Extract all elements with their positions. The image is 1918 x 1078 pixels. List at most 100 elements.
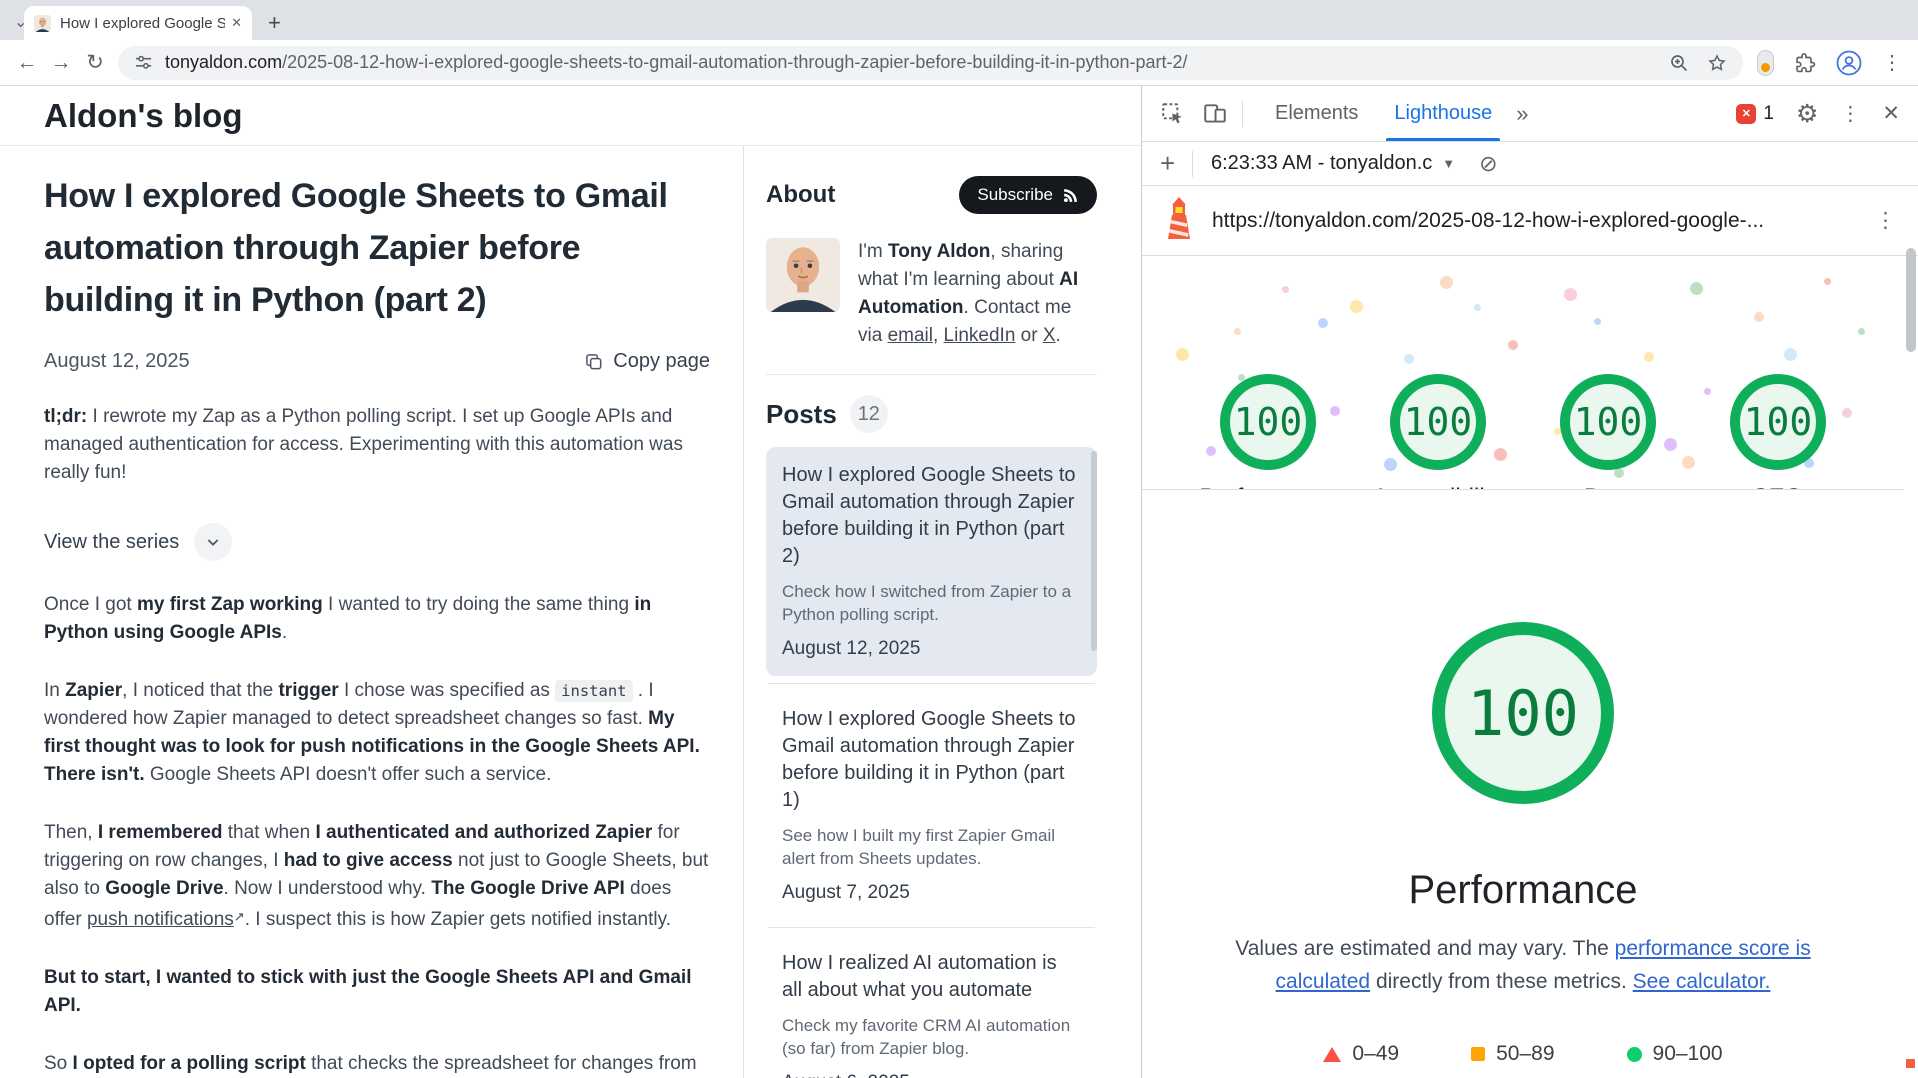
copy-page-button[interactable]: Copy page [584,350,710,373]
tab-close-icon[interactable]: ✕ [231,15,242,30]
browser-menu-icon[interactable]: ⋮ [1882,52,1902,74]
text-link[interactable]: performance score is calculated [1275,937,1811,993]
back-icon[interactable]: ← [16,50,38,74]
reload-icon[interactable]: ↻ [86,51,104,74]
inspect-element-icon[interactable] [1160,101,1186,127]
article-paragraph: So I opted for a polling script that che… [44,1053,697,1074]
devtools-panel: Elements Lighthouse » ✕ 1 ⚙ ⋮ ✕ + 6:23:3… [1141,86,1918,1078]
post-description: See how I built my first Zapier Gmail al… [782,826,1056,868]
more-tabs-icon[interactable]: » [1516,100,1529,126]
category-score: 100 [1390,374,1486,470]
confetti-dot [1350,300,1363,313]
category-score: 100 [1560,374,1656,470]
text-link[interactable]: email [887,325,933,346]
confetti-dot [1238,374,1245,381]
confetti-dot [1330,406,1340,416]
bookmark-star-icon[interactable] [1707,53,1727,73]
post-list-item[interactable]: How I realized AI automation is all abou… [766,935,1097,1078]
confetti-dot [1704,388,1711,395]
lighthouse-logo-icon [1162,196,1196,245]
tab-lighthouse[interactable]: Lighthouse [1386,86,1501,141]
devtools-menu-icon[interactable]: ⋮ [1840,103,1861,125]
text-link[interactable]: LinkedIn [943,325,1016,346]
scrollbar-thumb[interactable] [1906,248,1916,352]
category-score: 100 [1730,374,1826,470]
category-gauge[interactable]: 100 SEO [1703,374,1853,489]
toolbar-right-cluster: ⋮ [1757,49,1902,76]
page-viewport: Aldon's blog How I explored Google Sheet… [0,86,1141,1078]
new-report-icon[interactable]: + [1160,148,1176,178]
confetti-dot [1824,278,1831,285]
confetti-dot [1474,304,1481,311]
legend-item: 90–100 [1626,1042,1723,1066]
report-url-row: https://tonyaldon.com/2025-08-12-how-i-e… [1142,186,1918,256]
report-selector[interactable]: 6:23:33 AM - tonyaldon.c [1211,152,1433,174]
series-expand-button[interactable] [194,523,233,561]
browser-tabstrip: ⌄ How I explored Google Sh ✕ + [0,0,1918,40]
error-icon: ✕ [1736,103,1757,124]
post-date: August 6, 2025 [782,1072,1081,1078]
category-label: Best Practices [1533,482,1683,489]
confetti-dot [1440,276,1453,289]
devtools-close-icon[interactable]: ✕ [1882,102,1900,125]
confetti-dot [1664,438,1677,451]
new-tab-icon[interactable]: + [268,10,281,35]
posts-count-badge: 12 [849,395,888,433]
category-gauge[interactable]: 100 Accessibility [1363,374,1513,489]
article-paragraph: But to start, I wanted to stick with jus… [44,967,692,1016]
site-title[interactable]: Aldon's blog [44,96,243,134]
text-link[interactable]: push notifications [86,909,234,930]
error-badge[interactable]: ✕ 1 [1736,103,1774,125]
performance-gauge[interactable]: 100 [1432,622,1614,804]
posts-scrollbar-thumb[interactable] [1091,451,1097,651]
confetti-dot [1564,288,1577,301]
performance-detail-section: 100 Performance Values are estimated and… [1142,490,1904,1078]
clear-reports-icon[interactable]: ⊘ [1479,150,1498,176]
report-dropdown-icon[interactable]: ▼ [1442,156,1456,171]
article-paragraph: Once I got my first Zap working I wanted… [44,594,652,643]
text-link[interactable]: See calculator. [1632,970,1771,993]
extension-icon[interactable] [1757,49,1774,76]
category-gauge[interactable]: 100 Best Practices [1533,374,1683,489]
post-list-item[interactable]: How I explored Google Sheets to Gmail au… [766,447,1097,676]
category-label: Accessibility [1373,482,1504,489]
report-menu-icon[interactable]: ⋮ [1875,209,1896,232]
copy-icon [586,353,602,369]
site-info-icon[interactable] [134,53,153,72]
extensions-puzzle-icon[interactable] [1794,52,1816,74]
article-paragraph: Then, I remembered that when I authentic… [44,822,709,930]
confetti-dot [1804,458,1814,468]
devtools-scrollbar[interactable] [1904,186,1918,1078]
score-description: Values are estimated and may vary. The p… [1235,937,1811,993]
forward-icon[interactable]: → [50,50,72,74]
lighthouse-run-bar: + 6:23:33 AM - tonyaldon.c ▼ ⊘ [1142,142,1918,186]
browser-tab[interactable]: How I explored Google Sh ✕ [24,6,252,40]
tab-elements[interactable]: Elements [1275,102,1359,124]
sidebar: About Subscribe I'm Tony Aldon, sharing … [743,146,1141,1078]
tab-search-chevron-icon[interactable]: ⌄ [14,14,28,31]
confetti-dot [1614,468,1624,478]
scrollbar-marker [1906,1059,1915,1068]
article-title: How I explored Google Sheets to Gmail au… [44,177,668,319]
tab-favicon [34,14,51,32]
address-bar[interactable]: tonyaldon.com/2025-08-12-how-i-explored-… [118,45,1743,80]
post-list-item[interactable]: How I explored Google Sheets to Gmail au… [766,691,1097,920]
device-toolbar-icon[interactable] [1202,101,1228,127]
error-count: 1 [1763,102,1774,124]
confetti-dot [1784,348,1797,361]
devtools-settings-icon[interactable]: ⚙ [1795,99,1819,128]
category-gauge[interactable]: 100 Performance [1193,374,1343,489]
confetti-dot [1404,354,1414,364]
site-header: Aldon's blog [0,86,1141,146]
confetti-dot [1494,448,1507,461]
zoom-icon[interactable] [1669,53,1689,73]
confetti-dot [1282,286,1289,293]
article: How I explored Google Sheets to Gmail au… [0,146,743,1078]
post-title: How I realized AI automation is all abou… [782,952,1057,1001]
subscribe-button[interactable]: Subscribe [959,176,1097,214]
category-score: 100 [1220,374,1316,470]
text-link[interactable]: X [1042,325,1056,346]
rss-icon [1063,188,1077,202]
profile-avatar-icon[interactable] [1836,50,1862,76]
confetti-dot [1690,282,1703,295]
